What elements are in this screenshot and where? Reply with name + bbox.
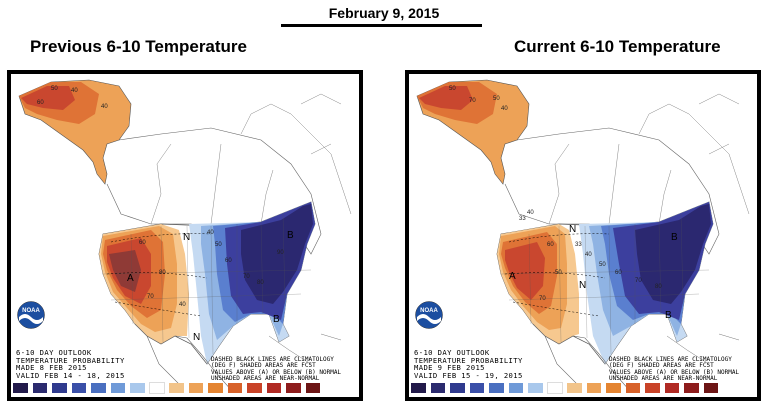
colorbar-swatch: [489, 383, 504, 393]
svg-text:50: 50: [493, 96, 500, 102]
colorbar-swatch: [227, 383, 242, 393]
current-map-graphic: 50 70 50 40 33 40 60 50 70 33 40 50 60 7…: [409, 74, 757, 397]
svg-text:70: 70: [243, 274, 250, 280]
svg-text:70: 70: [147, 294, 154, 300]
colorbar-swatch: [528, 383, 543, 393]
previous-outlook-map: 50 60 40 40 60 80 70 40 40 50 60 70 80 9…: [7, 70, 363, 401]
current-outlook-map: 50 70 50 40 33 40 60 50 70 33 40 50 60 7…: [405, 70, 761, 401]
svg-text:80: 80: [655, 284, 662, 290]
above-normal-label: A: [127, 273, 134, 284]
svg-text:NOAA: NOAA: [420, 308, 438, 314]
svg-text:70: 70: [469, 98, 476, 104]
svg-text:40: 40: [179, 302, 186, 308]
svg-text:40: 40: [501, 106, 508, 112]
map-legend-note: DASHED BLACK LINES ARE CLIMATOLOGY (DEG …: [609, 356, 740, 382]
colorbar-swatch: [450, 383, 465, 393]
colorbar-swatch: [430, 383, 445, 393]
colorbar-swatch: [546, 382, 563, 394]
info-valid-dates: VALID FEB 14 - 18, 2015: [16, 370, 125, 380]
below-normal-label-south: B: [665, 310, 672, 321]
noaa-logo: NOAA: [415, 301, 443, 329]
svg-text:80: 80: [159, 270, 166, 276]
colorbar-swatch: [286, 383, 301, 393]
map-legend-note: DASHED BLACK LINES ARE CLIMATOLOGY (DEG …: [211, 356, 342, 382]
colorbar-swatch: [567, 383, 582, 393]
svg-text:60: 60: [547, 242, 554, 248]
colorbar-swatch: [266, 383, 281, 393]
below-normal-label-south: B: [273, 314, 280, 325]
colorbar-swatch: [32, 383, 47, 393]
colorbar-swatch: [469, 383, 484, 393]
below-normal-label-north: B: [287, 230, 294, 241]
colorbar-swatch: [52, 383, 67, 393]
info-line-1: 6-10 DAY OUTLOOK: [414, 348, 490, 357]
colorbar-swatch: [208, 383, 223, 393]
noaa-logo: NOAA: [17, 301, 45, 329]
date-underline: [281, 24, 482, 27]
colorbar-swatch: [411, 383, 426, 393]
colorbar-swatch: [130, 383, 145, 393]
svg-text:50: 50: [599, 262, 606, 268]
near-normal-label-south: N: [193, 332, 200, 343]
svg-text:60: 60: [139, 240, 146, 246]
info-made-date: MADE 8 FEB 2015: [16, 363, 87, 373]
colorbar-swatch: [71, 383, 86, 393]
colorbar-swatch: [305, 383, 320, 393]
current-panel-title: Current 6-10 Temperature: [514, 37, 721, 56]
colorbar-swatch: [110, 383, 125, 393]
info-made-date: MADE 9 FEB 2015: [414, 363, 485, 373]
colorbar-swatch: [148, 382, 165, 394]
svg-text:80: 80: [257, 280, 264, 286]
svg-text:40: 40: [585, 252, 592, 258]
below-normal-label-north: B: [671, 232, 678, 243]
info-line-2: TEMPERATURE PROBABILITY: [414, 355, 523, 365]
colorbar-swatch: [645, 383, 660, 393]
near-normal-label-north: N: [569, 224, 576, 235]
svg-text:60: 60: [615, 270, 622, 276]
outlook-info: 6-10 DAY OUTLOOK TEMPERATURE PROBABILITY…: [16, 349, 125, 379]
svg-text:70: 70: [539, 296, 546, 302]
svg-text:40: 40: [101, 104, 108, 110]
svg-text:40: 40: [207, 230, 214, 236]
svg-text:90: 90: [277, 250, 284, 256]
svg-text:33: 33: [519, 216, 526, 222]
svg-text:40: 40: [71, 88, 78, 94]
colorbar-swatch: [169, 383, 184, 393]
near-normal-label-north: N: [183, 232, 190, 243]
colorbar-swatch: [684, 383, 699, 393]
info-line-1: 6-10 DAY OUTLOOK: [16, 348, 92, 357]
svg-text:50: 50: [555, 270, 562, 276]
probability-colorbar: [411, 382, 723, 394]
colorbar-swatch: [664, 383, 679, 393]
svg-text:50: 50: [51, 86, 58, 92]
svg-text:60: 60: [225, 258, 232, 264]
previous-panel-title: Previous 6-10 Temperature: [30, 37, 247, 56]
svg-text:33: 33: [575, 242, 582, 248]
svg-text:50: 50: [215, 242, 222, 248]
probability-colorbar: [13, 382, 325, 394]
page-date: February 9, 2015: [328, 5, 440, 21]
colorbar-swatch: [188, 383, 203, 393]
near-normal-label-south: N: [579, 280, 586, 291]
svg-text:60: 60: [37, 100, 44, 106]
info-valid-dates: VALID FEB 15 - 19, 2015: [414, 370, 523, 380]
above-normal-label: A: [509, 271, 516, 282]
svg-text:70: 70: [635, 278, 642, 284]
colorbar-swatch: [247, 383, 262, 393]
colorbar-swatch: [703, 383, 718, 393]
svg-text:50: 50: [449, 86, 456, 92]
colorbar-swatch: [625, 383, 640, 393]
info-line-2: TEMPERATURE PROBABILITY: [16, 355, 125, 365]
colorbar-swatch: [508, 383, 523, 393]
svg-text:40: 40: [527, 210, 534, 216]
colorbar-swatch: [586, 383, 601, 393]
previous-map-graphic: 50 60 40 40 60 80 70 40 40 50 60 70 80 9…: [11, 74, 359, 397]
svg-text:NOAA: NOAA: [22, 308, 40, 314]
colorbar-swatch: [606, 383, 621, 393]
colorbar-swatch: [91, 383, 106, 393]
outlook-info: 6-10 DAY OUTLOOK TEMPERATURE PROBABILITY…: [414, 349, 523, 379]
colorbar-swatch: [13, 383, 28, 393]
